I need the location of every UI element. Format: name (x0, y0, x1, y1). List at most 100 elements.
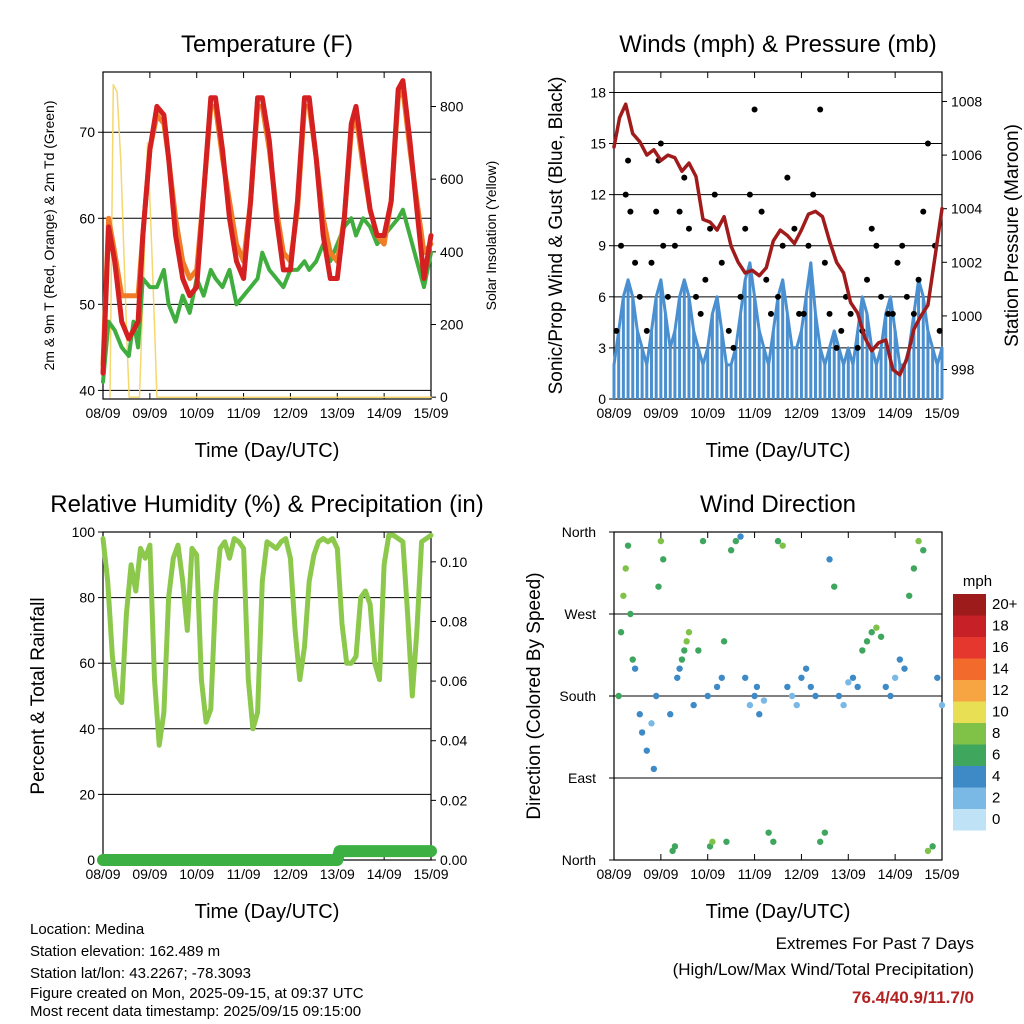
winds-gust-point (821, 259, 828, 266)
humidity-y2tick-label: 0.02 (440, 792, 467, 808)
direction-point (831, 583, 838, 590)
winds-gust-point (868, 225, 875, 232)
winds-gust-point (671, 242, 678, 249)
winds-gust-point (910, 310, 917, 317)
direction-xtick-label: 12/09 (784, 866, 819, 882)
temperature-title: Temperature (F) (181, 31, 353, 58)
winds-gust-point (618, 242, 625, 249)
direction-point (854, 683, 861, 691)
direction-point (676, 665, 683, 672)
direction-point (915, 537, 922, 545)
winds-gust-point (800, 310, 807, 317)
extremes-subtitle: (High/Low/Max Wind/Total Precipitation) (672, 960, 974, 979)
direction-point (737, 533, 744, 540)
winds-gust-point (838, 327, 845, 334)
winds-y2tick-label: 998 (951, 362, 975, 378)
extremes-title: Extremes For Past 7 Days (775, 934, 974, 953)
direction-legend-swatch (953, 701, 986, 723)
direction-legend-swatch (953, 637, 986, 659)
direction-point (779, 542, 786, 549)
direction-xtick-label: 08/09 (596, 866, 631, 882)
winds-gust-point (854, 344, 861, 351)
direction-point (812, 692, 819, 700)
humidity-xtick-label: 15/09 (413, 866, 448, 882)
direction-point (751, 692, 758, 700)
extremes-values: 76.4/40.9/11.7/0 (852, 988, 974, 1007)
direction-point (723, 838, 730, 845)
temperature-xtick-label: 09/09 (132, 405, 167, 421)
direction-legend-label: 10 (992, 704, 1009, 721)
direction-legend-title: mph (963, 573, 992, 590)
direction-point (774, 537, 782, 545)
winds-gust-point (653, 208, 660, 215)
direction-point (683, 638, 690, 645)
direction-legend-swatch (953, 615, 986, 637)
direction-legend-swatch (953, 594, 986, 616)
direction-ytick-label: South (559, 688, 596, 704)
winds-gust-point (894, 259, 901, 266)
winds-gust-point (718, 259, 725, 266)
winds-gust-point (924, 140, 931, 147)
station-location: Location: Medina (30, 921, 145, 938)
direction-xtick-label: 11/09 (738, 866, 772, 882)
winds-y2tick-label: 1008 (951, 93, 982, 109)
humidity-xtick-label: 10/09 (179, 866, 214, 882)
direction-ytick-label: North (562, 524, 596, 540)
winds-gust-point (702, 276, 709, 283)
direction-point (704, 692, 711, 700)
direction-point (849, 674, 857, 681)
winds-xtick-label: 13/09 (831, 405, 866, 421)
humidity-rh-series (100, 532, 434, 748)
humidity-ytick-label: 80 (79, 590, 95, 606)
direction-point (627, 610, 634, 618)
direction-point (709, 838, 716, 845)
winds-gust-point (685, 225, 692, 232)
temperature-solar-series (109, 83, 432, 398)
direction-point (798, 674, 805, 681)
direction-point (753, 683, 761, 691)
direction-legend-swatch (953, 658, 986, 680)
direction-legend-label: 6 (992, 747, 1000, 764)
direction-point (671, 843, 679, 850)
figure-created: Figure created on Mon, 2025-09-15, at 09… (30, 985, 364, 1002)
temperature-dewpoint-series (101, 207, 433, 384)
humidity-xtick-label: 12/09 (273, 866, 308, 882)
direction-point (681, 647, 688, 654)
direction-point (807, 683, 814, 691)
temperature-xtick-label: 12/09 (273, 405, 308, 421)
humidity-ylabel: Percent & Total Rainfall (28, 597, 49, 794)
humidity-y2tick-label: 0.08 (440, 613, 467, 629)
direction-legend-swatch (953, 809, 986, 831)
winds-title: Winds (mph) & Pressure (mb) (619, 31, 936, 58)
winds-gust-point (796, 310, 803, 317)
direction-point (868, 629, 875, 636)
direction-legend-label: 12 (992, 682, 1009, 699)
winds-gust-point (779, 242, 786, 249)
direction-point (655, 583, 662, 590)
direction-point (821, 829, 829, 836)
direction-legend-label: 2 (992, 790, 1000, 807)
winds-gust-point (903, 293, 910, 300)
winds-gust-point (725, 327, 732, 334)
direction-point (863, 638, 871, 645)
humidity-ytick-label: 40 (79, 721, 95, 737)
winds-gust-point (920, 208, 927, 215)
direction-legend-label: 8 (992, 725, 1000, 742)
temperature-xtick-label: 13/09 (320, 405, 355, 421)
direction-point (793, 701, 800, 709)
direction-point (615, 692, 622, 700)
direction-point (882, 683, 889, 691)
winds-xtick-label: 15/09 (924, 405, 959, 421)
direction-point (929, 843, 936, 850)
direction-point (660, 556, 667, 563)
direction-point (685, 629, 693, 636)
winds-gust-point (810, 191, 817, 198)
winds-gust-point (751, 106, 758, 113)
winds-gust-point (676, 208, 683, 215)
humidity-y2tick-label: 0.00 (440, 852, 467, 868)
direction-point (938, 701, 946, 709)
direction-point (636, 711, 643, 718)
direction-legend-label: 0 (992, 811, 1000, 828)
winds-xtick-label: 11/09 (738, 405, 772, 421)
winds-y2label: Station Pressure (Maroon) (1002, 124, 1023, 347)
